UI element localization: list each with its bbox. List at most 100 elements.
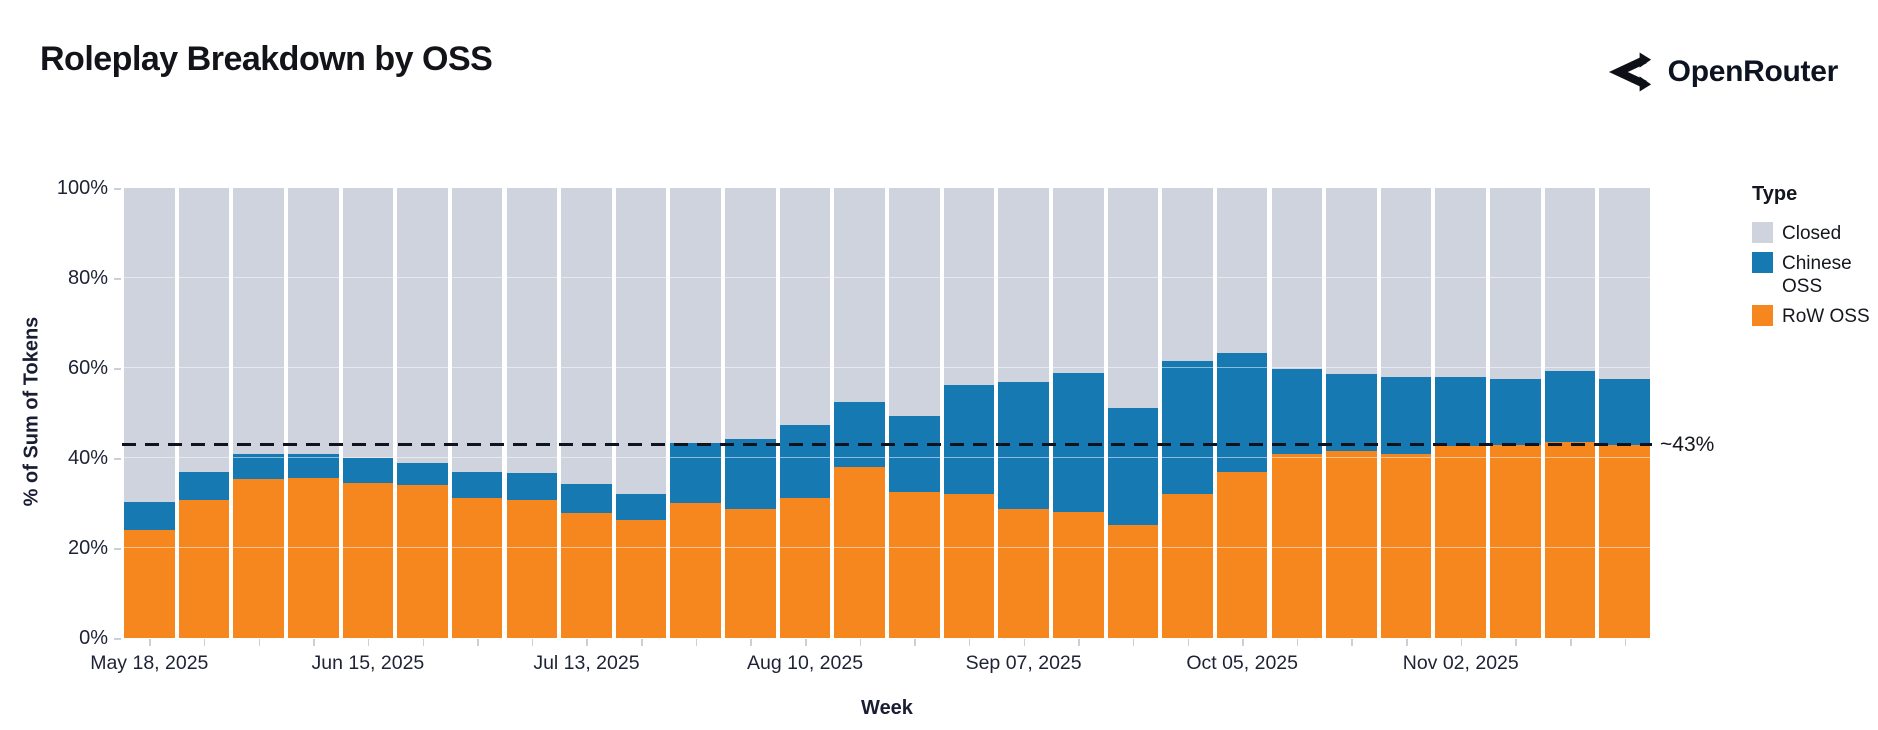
bar-week-sep-21-2025[interactable] (1106, 188, 1161, 638)
segment-row-oss[interactable] (1107, 525, 1159, 638)
bar-week-jul-20-2025[interactable] (614, 188, 669, 638)
segment-chinese-oss[interactable] (124, 501, 175, 530)
segment-closed[interactable] (1052, 188, 1104, 373)
segment-row-oss[interactable] (287, 477, 339, 638)
segment-row-oss[interactable] (506, 500, 558, 638)
segment-row-oss[interactable] (1271, 453, 1323, 638)
segment-closed[interactable] (506, 188, 558, 474)
bar-week-jun-08-2025[interactable] (286, 188, 341, 638)
segment-chinese-oss[interactable] (1599, 379, 1650, 445)
segment-closed[interactable] (1544, 188, 1596, 372)
segment-row-oss[interactable] (1326, 450, 1377, 638)
segment-row-oss[interactable] (889, 491, 940, 638)
segment-closed[interactable] (124, 188, 175, 502)
segment-chinese-oss[interactable] (998, 381, 1049, 510)
segment-chinese-oss[interactable] (1326, 373, 1377, 451)
segment-closed[interactable] (1599, 188, 1650, 380)
legend-entry-chinese-oss[interactable]: Chinese OSS (1752, 252, 1872, 298)
segment-chinese-oss[interactable] (178, 471, 230, 501)
bar-week-nov-16-2025[interactable] (1543, 188, 1598, 638)
segment-row-oss[interactable] (834, 467, 885, 638)
segment-row-oss[interactable] (397, 485, 448, 638)
bar-week-sep-07-2025[interactable] (996, 188, 1051, 638)
bar-week-jul-06-2025[interactable] (505, 188, 560, 638)
segment-row-oss[interactable] (1052, 512, 1104, 638)
segment-row-oss[interactable] (342, 482, 394, 638)
segment-row-oss[interactable] (998, 509, 1049, 638)
bar-week-aug-10-2025[interactable] (778, 188, 833, 638)
segment-row-oss[interactable] (1216, 472, 1268, 638)
segment-row-oss[interactable] (124, 530, 175, 638)
segment-row-oss[interactable] (233, 478, 284, 638)
segment-chinese-oss[interactable] (287, 453, 339, 478)
segment-chinese-oss[interactable] (1544, 371, 1596, 443)
segment-chinese-oss[interactable] (1216, 353, 1268, 473)
legend-entry-row-oss[interactable]: RoW OSS (1752, 305, 1872, 328)
segment-chinese-oss[interactable] (233, 454, 284, 479)
bar-week-oct-19-2025[interactable] (1324, 188, 1379, 638)
segment-row-oss[interactable] (561, 512, 612, 638)
segment-chinese-oss[interactable] (889, 416, 940, 492)
segment-chinese-oss[interactable] (1052, 372, 1104, 513)
segment-closed[interactable] (889, 188, 940, 417)
segment-chinese-oss[interactable] (506, 473, 558, 501)
segment-row-oss[interactable] (1544, 442, 1596, 638)
bar-week-sep-14-2025[interactable] (1051, 188, 1106, 638)
bar-week-aug-31-2025[interactable] (942, 188, 997, 638)
segment-closed[interactable] (1490, 188, 1541, 379)
bar-week-aug-03-2025[interactable] (723, 188, 778, 638)
segment-row-oss[interactable] (1162, 493, 1213, 638)
segment-row-oss[interactable] (615, 520, 667, 638)
segment-row-oss[interactable] (178, 500, 230, 638)
segment-closed[interactable] (615, 188, 667, 494)
segment-chinese-oss[interactable] (561, 484, 612, 513)
segment-chinese-oss[interactable] (451, 471, 503, 498)
segment-chinese-oss[interactable] (1107, 407, 1159, 526)
segment-closed[interactable] (397, 188, 448, 463)
segment-chinese-oss[interactable] (670, 442, 722, 504)
segment-closed[interactable] (1435, 188, 1487, 377)
brand-logo[interactable]: OpenRouter (1606, 50, 1838, 94)
segment-closed[interactable] (233, 188, 284, 455)
bar-week-oct-05-2025[interactable] (1215, 188, 1270, 638)
segment-closed[interactable] (451, 188, 503, 472)
segment-closed[interactable] (1271, 188, 1323, 370)
segment-closed[interactable] (1162, 188, 1213, 361)
bar-week-nov-02-2025[interactable] (1433, 188, 1488, 638)
segment-row-oss[interactable] (1599, 444, 1650, 638)
segment-chinese-oss[interactable] (1271, 369, 1323, 454)
segment-closed[interactable] (1107, 188, 1159, 408)
segment-chinese-oss[interactable] (779, 425, 831, 499)
segment-chinese-oss[interactable] (1380, 377, 1432, 454)
segment-closed[interactable] (561, 188, 612, 485)
segment-row-oss[interactable] (1435, 446, 1487, 638)
bar-week-aug-24-2025[interactable] (887, 188, 942, 638)
bar-week-oct-12-2025[interactable] (1270, 188, 1325, 638)
segment-row-oss[interactable] (779, 498, 831, 638)
segment-row-oss[interactable] (725, 509, 776, 638)
bar-week-aug-17-2025[interactable] (832, 188, 887, 638)
segment-chinese-oss[interactable] (615, 493, 667, 521)
bar-week-jun-22-2025[interactable] (395, 188, 450, 638)
segment-chinese-oss[interactable] (342, 458, 394, 483)
segment-closed[interactable] (725, 188, 776, 440)
segment-row-oss[interactable] (1490, 444, 1541, 638)
segment-row-oss[interactable] (943, 494, 995, 638)
segment-chinese-oss[interactable] (834, 401, 885, 468)
bar-week-may-18-2025[interactable] (122, 188, 177, 638)
segment-closed[interactable] (342, 188, 394, 458)
bar-week-sep-28-2025[interactable] (1160, 188, 1215, 638)
segment-row-oss[interactable] (1380, 453, 1432, 638)
segment-closed[interactable] (670, 188, 722, 443)
segment-closed[interactable] (998, 188, 1049, 382)
legend-entry-closed[interactable]: Closed (1752, 222, 1872, 245)
segment-closed[interactable] (287, 188, 339, 454)
bar-week-may-25-2025[interactable] (177, 188, 232, 638)
segment-closed[interactable] (943, 188, 995, 385)
bar-week-jun-29-2025[interactable] (450, 188, 505, 638)
segment-closed[interactable] (1216, 188, 1268, 354)
segment-chinese-oss[interactable] (943, 384, 995, 494)
segment-chinese-oss[interactable] (397, 462, 448, 485)
segment-closed[interactable] (834, 188, 885, 402)
bar-week-nov-09-2025[interactable] (1488, 188, 1543, 638)
